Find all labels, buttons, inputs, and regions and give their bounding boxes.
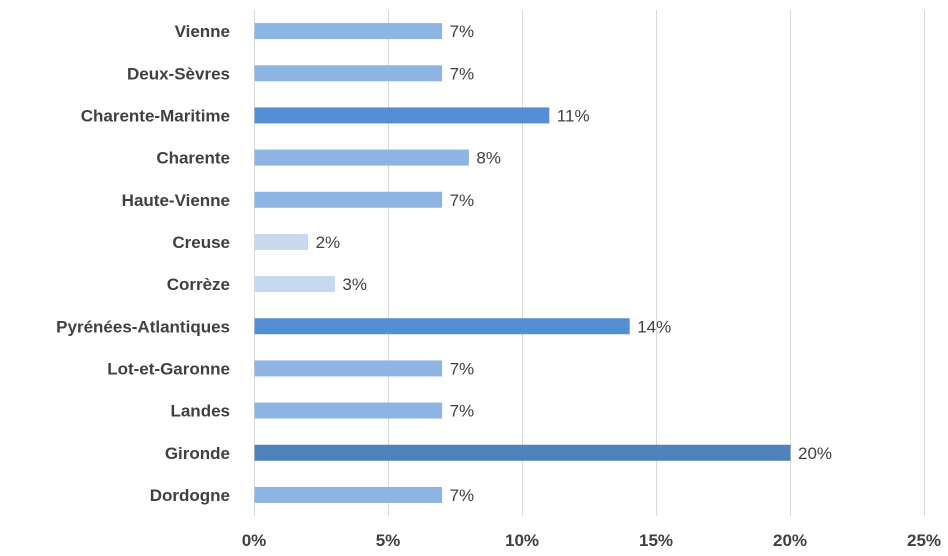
category-label: Vienne xyxy=(175,22,230,41)
bar xyxy=(254,149,469,166)
bar xyxy=(254,402,443,419)
bar xyxy=(254,107,550,124)
category-label: Corrèze xyxy=(167,275,230,294)
bar xyxy=(254,360,443,377)
data-label: 11% xyxy=(557,106,590,125)
bar xyxy=(254,276,335,293)
category-label: Gironde xyxy=(165,444,230,463)
category-label: Charente xyxy=(156,149,230,168)
data-label: 7% xyxy=(450,359,475,378)
category-label: Pyrénées-Atlantiques xyxy=(56,317,230,336)
data-label: 8% xyxy=(476,149,501,168)
bar xyxy=(254,233,309,250)
data-label: 7% xyxy=(450,486,475,505)
x-tick-label: 10% xyxy=(505,531,539,550)
x-tick-label: 20% xyxy=(773,531,807,550)
bar xyxy=(254,65,443,82)
bar xyxy=(254,486,443,503)
data-label: 20% xyxy=(798,444,832,463)
data-label: 7% xyxy=(450,22,475,41)
data-label: 2% xyxy=(316,233,341,252)
x-tick-label: 0% xyxy=(242,531,267,550)
data-label: 7% xyxy=(450,191,475,210)
category-label: Lot-et-Garonne xyxy=(107,359,230,378)
x-tick-label: 5% xyxy=(376,531,401,550)
category-label: Creuse xyxy=(172,233,230,252)
bar xyxy=(254,23,443,40)
bar xyxy=(254,191,443,208)
x-tick-label: 25% xyxy=(907,531,941,550)
data-label: 7% xyxy=(450,64,475,83)
x-tick-label: 15% xyxy=(639,531,673,550)
data-label: 14% xyxy=(637,317,671,336)
category-label: Charente-Maritime xyxy=(81,106,230,125)
data-label: 7% xyxy=(450,402,475,421)
category-label: Haute-Vienne xyxy=(122,191,230,210)
category-label: Deux-Sèvres xyxy=(127,64,230,83)
category-label: Dordogne xyxy=(150,486,230,505)
bar xyxy=(254,318,630,335)
data-label: 3% xyxy=(342,275,367,294)
category-label: Landes xyxy=(170,402,230,421)
bar xyxy=(254,444,791,461)
